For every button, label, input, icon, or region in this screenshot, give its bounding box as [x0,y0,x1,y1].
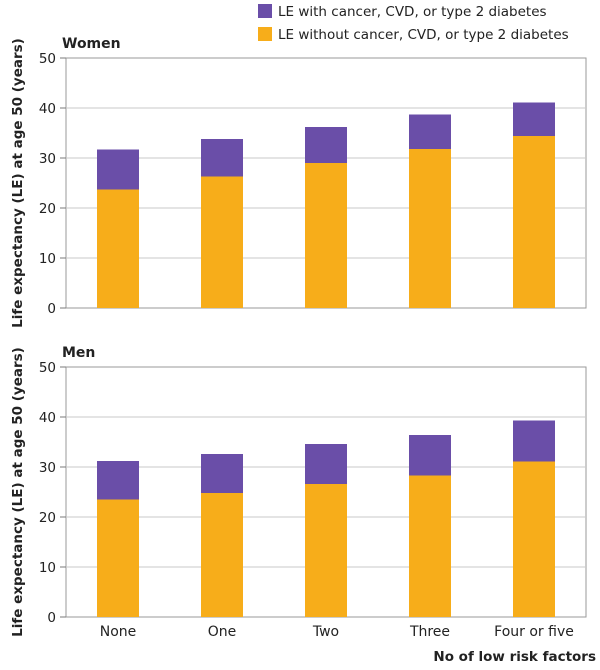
men-ytick-label-0: 0 [47,610,56,626]
legend-swatch-2 [258,27,272,41]
men-bar-with-2 [201,454,243,493]
women-bar-without-4 [409,149,451,308]
men-bar-without-3 [305,484,347,617]
women-bar-with-1 [97,149,139,190]
women-panel-title: Women [62,36,121,52]
men-ylabel: Life expectancy (LE) at age 50 (years) [10,347,26,637]
men-ytick-label-50: 50 [39,360,56,376]
xlabel: No of low risk factors [433,649,596,665]
men-panel-title: Men [62,345,95,361]
men-bar-with-4 [409,435,451,476]
women-ytick-label-10: 10 [39,251,56,267]
xtick-label-2: One [208,624,237,640]
men-ytick-label-10: 10 [39,560,56,576]
women-bar-with-3 [305,127,347,163]
men-bar-with-3 [305,444,347,484]
men-bar-without-1 [97,499,139,617]
men-bar-with-5 [513,420,555,462]
legend-label-1: LE with cancer, CVD, or type 2 diabetes [278,4,547,20]
women-bar-without-3 [305,163,347,308]
men-bar-without-5 [513,461,555,617]
xtick-label-3: Two [312,624,339,640]
men-ytick-label-30: 30 [39,460,56,476]
women-ytick-label-40: 40 [39,101,56,117]
women-ytick-label-20: 20 [39,201,56,217]
xtick-label-4: Three [409,624,450,640]
women-ytick-label-0: 0 [47,301,56,317]
legend-swatch-1 [258,4,272,18]
men-bar-with-1 [97,461,139,500]
women-ytick-label-50: 50 [39,51,56,67]
men-bar-without-4 [409,475,451,617]
women-bar-without-5 [513,136,555,308]
women-ylabel: Life expectancy (LE) at age 50 (years) [10,38,26,328]
men-ytick-label-20: 20 [39,510,56,526]
women-bar-with-4 [409,114,451,149]
legend-label-2: LE without cancer, CVD, or type 2 diabet… [278,27,569,43]
women-bar-with-5 [513,102,555,136]
women-ytick-label-30: 30 [39,151,56,167]
women-bar-without-1 [97,189,139,308]
men-bar-without-2 [201,493,243,617]
women-bar-without-2 [201,176,243,308]
xtick-label-1: None [100,624,137,640]
women-bar-with-2 [201,139,243,177]
men-ytick-label-40: 40 [39,410,56,426]
xtick-label-5: Four or five [494,624,574,640]
